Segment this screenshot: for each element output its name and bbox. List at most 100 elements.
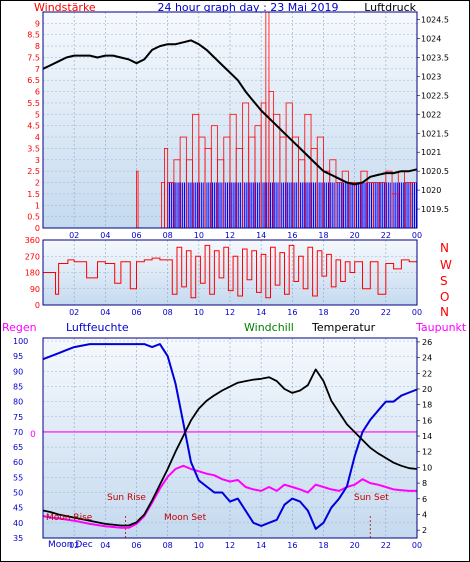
title-date: 24 hour graph day : 23 Mai 2019 [157, 1, 338, 14]
p3-x-tick-label: 10 [194, 541, 204, 550]
p3-x-tick-label: 02 [69, 541, 79, 550]
sun-set-label: Sun Set [354, 493, 389, 503]
p1-left-tick-label: 6 [35, 88, 40, 97]
dewpoint-line [42, 464, 417, 529]
p1-left-tick-label: 7 [35, 65, 40, 74]
p1-x-tick-label: 20 [350, 231, 360, 240]
p2-x-tick-label: 14 [256, 308, 266, 317]
p2-x-tick-label: 22 [381, 308, 391, 317]
p1-x-tick-label: 12 [225, 231, 235, 240]
wind-pressure-panel: 00.511.522.533.544.555.566.577.588.59101… [27, 11, 449, 240]
p3-left-tick-label: 90 [13, 367, 23, 376]
regen-zero-label: 0 [30, 430, 36, 440]
p3-right-tick-label: 14 [422, 432, 432, 441]
p3-right-tick-label: 2 [422, 526, 427, 535]
p3-right-tick-label: 16 [422, 416, 432, 425]
p1-left-tick-label: 0 [35, 224, 40, 233]
p3-left-tick-label: 40 [13, 519, 23, 528]
p3-x-tick-label: 18 [318, 541, 328, 550]
p1-left-tick-label: 0.5 [27, 213, 40, 222]
p1-right-tick-label: 1024.5 [421, 16, 449, 25]
p3-x-tick-label: 20 [350, 541, 360, 550]
p2-left-tick-label: 270 [25, 252, 40, 261]
title-luftdruck: Luftdruck [364, 1, 416, 14]
p3-right-tick-label: 6 [422, 495, 427, 504]
p1-left-tick-label: 8 [35, 42, 40, 51]
p1-right-tick-label: 1023 [421, 72, 441, 81]
p3-x-tick-label: 22 [381, 541, 391, 550]
p3-left-tick-label: 65 [13, 443, 23, 452]
p1-left-tick-label: 7.5 [27, 53, 40, 62]
p3-left-tick-label: 80 [13, 398, 23, 407]
compass-s: S [440, 274, 448, 288]
p2-x-tick-label: 04 [100, 308, 110, 317]
p1-x-tick-label: 16 [287, 231, 297, 240]
moon-dec-label: Moon Dec [48, 540, 93, 550]
p3-left-tick-label: 55 [13, 473, 23, 482]
p2-x-tick-label: 12 [225, 308, 235, 317]
p1-left-tick-label: 5 [35, 110, 40, 119]
p1-x-tick-label: 06 [131, 231, 141, 240]
p1-left-tick-label: 8.5 [27, 31, 40, 40]
p3-x-tick-label: 12 [225, 541, 235, 550]
p2-x-tick-label: 08 [163, 308, 173, 317]
p1-right-tick-label: 1020 [421, 186, 441, 195]
p2-left-tick-label: 180 [25, 269, 40, 278]
legend-taupunkt: Taupunkt [415, 321, 467, 334]
p1-left-tick-label: 1.5 [27, 190, 40, 199]
p1-left-tick-label: 1 [35, 201, 40, 210]
p3-right-tick-label: 24 [422, 354, 432, 363]
temperature-line [42, 368, 418, 527]
p1-left-tick-label: 5.5 [27, 99, 40, 108]
p1-x-tick-label: 02 [69, 231, 79, 240]
p1-x-tick-label: 04 [100, 231, 110, 240]
p1-right-tick-label: 1022.5 [421, 91, 449, 100]
wind-direction-line [43, 244, 418, 299]
title-windstaerke: Windstärke [34, 1, 96, 14]
pressure-line [42, 39, 418, 186]
p1-left-tick-label: 3.5 [27, 144, 40, 153]
plot-frame-3 [42, 337, 418, 539]
p3-right-tick-label: 12 [422, 448, 432, 457]
p3-left-tick-label: 75 [13, 413, 23, 422]
p2-left-tick-label: 0 [35, 301, 40, 310]
p3-left-tick-label: 85 [13, 382, 23, 391]
p1-right-tick-label: 1023.5 [421, 53, 449, 62]
p1-left-tick-label: 2.5 [27, 167, 40, 176]
p1-x-tick-label: 08 [163, 231, 173, 240]
p3-left-tick-label: 70 [13, 428, 23, 437]
p1-x-tick-label: 14 [256, 231, 266, 240]
p1-left-tick-label: 2 [35, 179, 40, 188]
p3-x-tick-label: 04 [100, 541, 110, 550]
plot-frame-2 [42, 239, 418, 306]
p2-x-tick-label: 00 [412, 308, 422, 317]
p3-left-tick-label: 100 [13, 337, 28, 346]
legend-luftfeuchte: Luftfeuchte [66, 321, 129, 334]
p3-x-tick-label: 16 [287, 541, 297, 550]
moon-set-label: Moon Set [164, 513, 207, 523]
p1-right-tick-label: 1021 [421, 148, 441, 157]
p3-right-tick-label: 18 [422, 401, 432, 410]
p1-x-tick-label: 00 [412, 231, 422, 240]
humidity-line [42, 343, 418, 530]
moon-rise-label: Moon Rise [46, 513, 93, 523]
p2-x-tick-label: 06 [131, 308, 141, 317]
p1-right-tick-label: 1021.5 [421, 129, 449, 138]
p3-right-tick-label: 10 [422, 463, 432, 472]
p3-right-tick-label: 26 [422, 338, 432, 347]
compass-n-top: N [440, 241, 449, 255]
p1-right-tick-label: 1024 [421, 35, 441, 44]
sun-rise-label: Sun Rise [107, 493, 146, 503]
p2-x-tick-label: 10 [194, 308, 204, 317]
p1-x-tick-label: 22 [381, 231, 391, 240]
p1-right-tick-label: 1020.5 [421, 167, 449, 176]
legend-temperatur: Temperatur [311, 321, 376, 334]
p3-x-tick-label: 00 [412, 541, 422, 550]
p3-left-tick-label: 60 [13, 458, 23, 467]
wind-direction-panel: 0 90 180 270 360 02 04 06 08 10 12 14 16 18 20 22 00 N W… [25, 236, 452, 319]
p1-left-tick-label: 4 [35, 133, 40, 142]
p3-left-tick-label: 95 [13, 352, 23, 361]
p1-left-tick-label: 9 [35, 19, 40, 28]
p3-left-tick-label: 50 [13, 489, 23, 498]
